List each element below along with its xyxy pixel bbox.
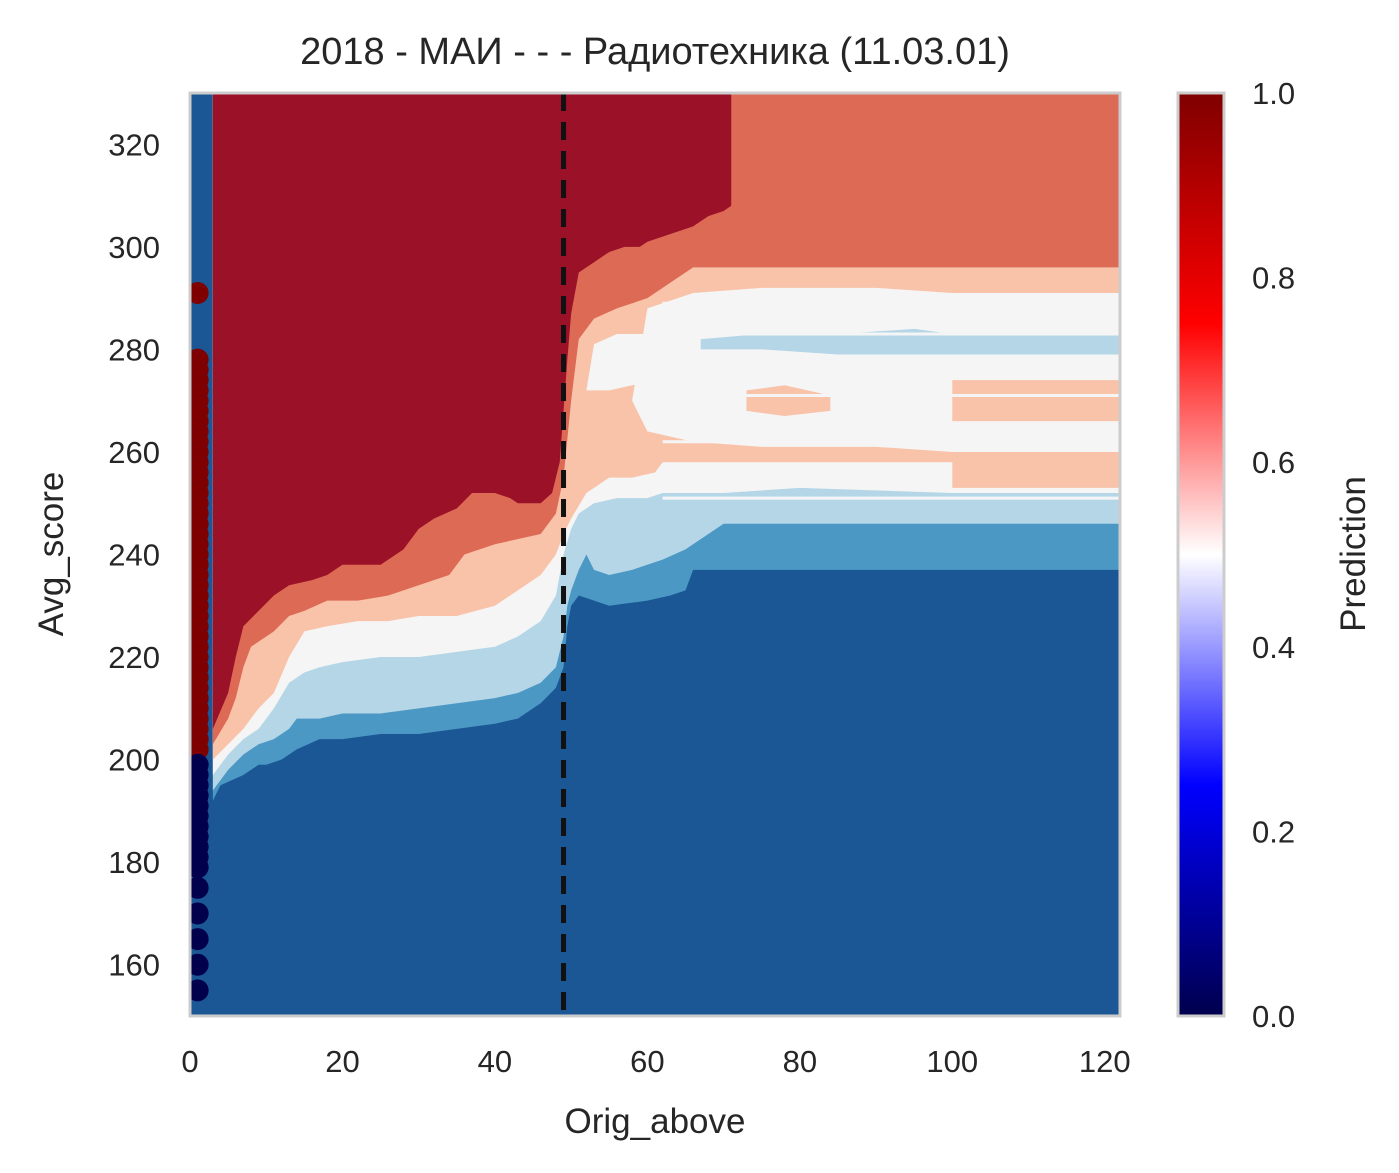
x-tick-label: 120: [1079, 1044, 1131, 1079]
chart-title: 2018 - МАИ - - - Радиотехника (11.03.01): [300, 31, 1010, 73]
contour-patch-5: [952, 380, 1120, 422]
scatter-point: [190, 902, 209, 925]
colorbar-tick-label: 0.2: [1252, 814, 1295, 849]
y-tick-label: 220: [108, 640, 160, 675]
colorbar-tick-label: 1.0: [1252, 76, 1295, 111]
x-tick-label: 80: [783, 1044, 817, 1079]
y-axis-ticks: 160 180 200 220 240 260 280 300 320: [108, 127, 160, 982]
colorbar-tick-label: 0.6: [1252, 445, 1295, 480]
x-axis-label: Orig_above: [565, 1102, 746, 1141]
y-tick-label: 320: [108, 127, 160, 162]
scatter-point: [190, 281, 209, 304]
contour-patch-4: [746, 385, 831, 417]
plot-frame: [188, 91, 1122, 1018]
y-tick-label: 200: [108, 743, 160, 778]
plot-area: [190, 93, 1120, 1016]
y-tick-label: 280: [108, 332, 160, 367]
scatter-point: [190, 856, 209, 879]
x-tick-label: 40: [478, 1044, 512, 1079]
colorbar-tick-label: 0.8: [1252, 261, 1295, 296]
x-tick-label: 20: [325, 1044, 359, 1079]
colorbar: [1176, 91, 1226, 1018]
contour-patch-2: [632, 287, 1120, 452]
colorbar-tick-label: 0.0: [1252, 999, 1295, 1034]
y-tick-label: 260: [108, 435, 160, 470]
scatter-point: [190, 979, 209, 1002]
x-axis-ticks: 0 20 40 60 80 100 120: [181, 1044, 1130, 1079]
y-tick-label: 300: [108, 230, 160, 265]
y-axis-label: Avg_score: [32, 472, 71, 637]
colorbar-label: Prediction: [1334, 476, 1373, 632]
colorbar-tick-label: 0.4: [1252, 630, 1295, 665]
y-tick-label: 240: [108, 538, 160, 573]
contour-region-6: [212, 93, 732, 729]
x-tick-label: 100: [926, 1044, 978, 1079]
scatter-point: [190, 953, 209, 976]
contour-patch-6: [952, 451, 1120, 488]
colorbar-ticks: 0.0 0.2 0.4 0.6 0.8 1.0: [1252, 76, 1295, 1034]
x-tick-label: 0: [181, 1044, 198, 1079]
scatter-point: [190, 876, 209, 899]
x-tick-label: 60: [630, 1044, 664, 1079]
y-tick-label: 160: [108, 948, 160, 983]
scatter-point: [190, 928, 209, 951]
y-tick-label: 180: [108, 845, 160, 880]
